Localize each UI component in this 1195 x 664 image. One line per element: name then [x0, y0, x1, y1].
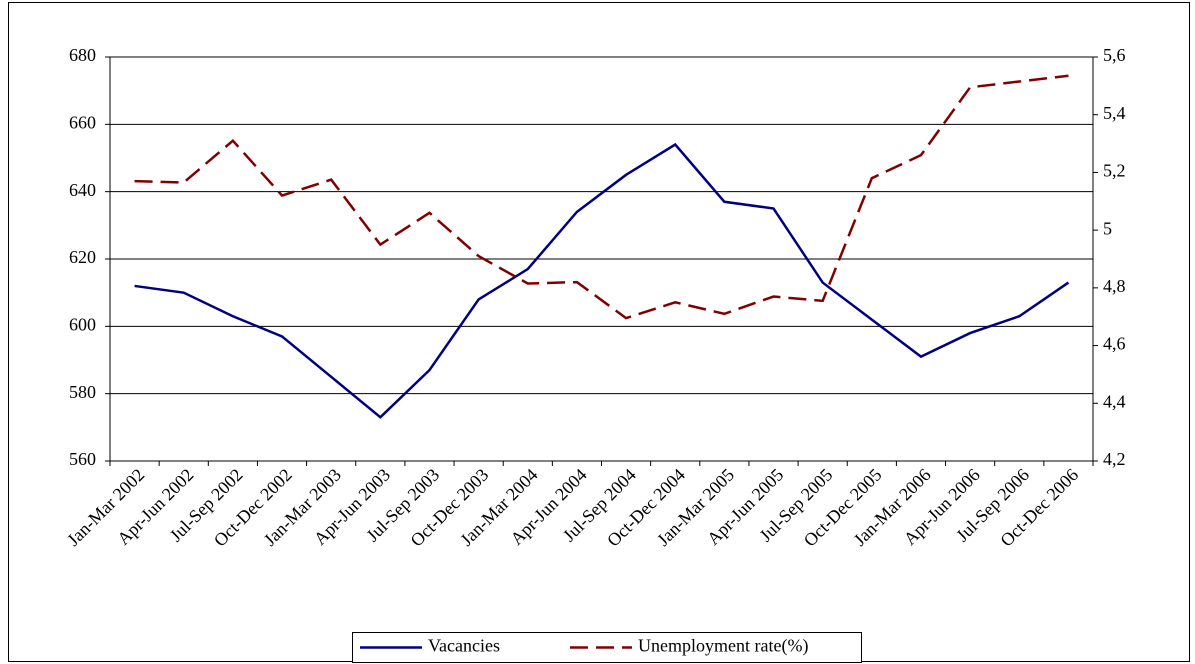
y2-tick-label: 5,4: [1103, 103, 1126, 123]
legend-label: Vacancies: [428, 636, 500, 656]
y2-tick-label: 4,2: [1103, 449, 1126, 469]
y2-tick-label: 4,6: [1103, 334, 1126, 354]
y2-tick-label: 5,2: [1103, 161, 1126, 181]
y-tick-label: 680: [69, 45, 96, 65]
y2-tick-label: 4,8: [1103, 276, 1126, 296]
y-tick-label: 620: [69, 247, 96, 267]
y-tick-label: 560: [69, 449, 96, 469]
y2-tick-label: 4,4: [1103, 391, 1126, 411]
series-line: [134, 74, 1069, 320]
y-tick-label: 660: [69, 112, 96, 132]
y-tick-label: 580: [69, 382, 96, 402]
y2-tick-label: 5,6: [1103, 45, 1126, 65]
y-tick-label: 600: [69, 314, 96, 334]
y2-tick-label: 5: [1103, 218, 1112, 238]
y-tick-label: 640: [69, 180, 96, 200]
series-line: [134, 142, 1070, 419]
legend-label: Unemployment rate(%): [638, 636, 808, 657]
chart-border: [8, 2, 1190, 662]
